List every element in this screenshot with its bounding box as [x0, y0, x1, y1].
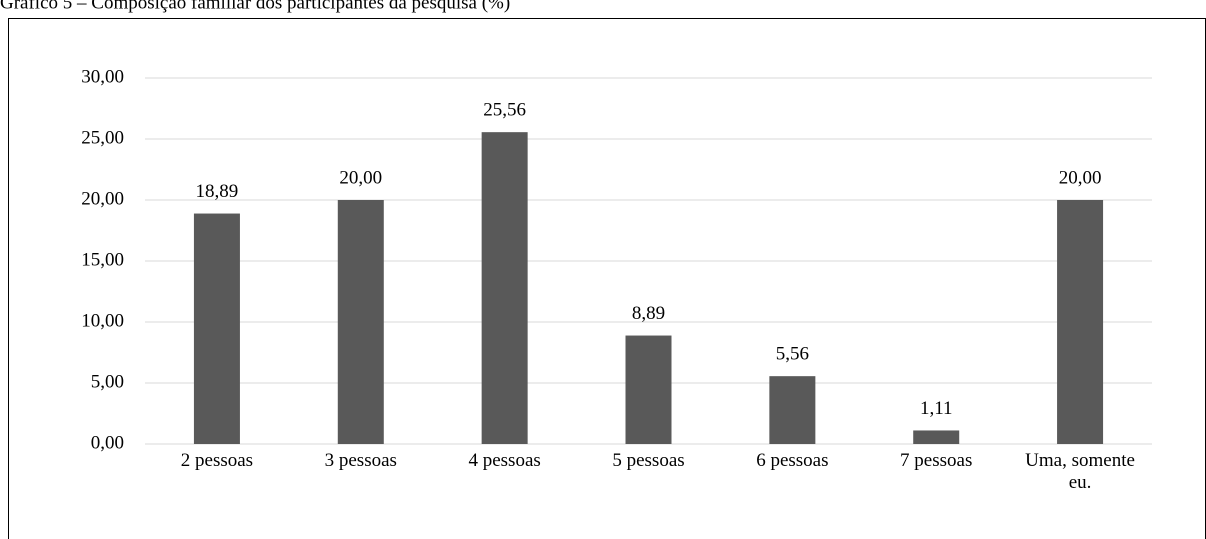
data-label: 8,89 [632, 303, 665, 324]
x-tick-label: 5 pessoas [612, 450, 685, 471]
y-tick-label: 20,00 [81, 188, 124, 209]
y-tick-label: 30,00 [81, 66, 124, 87]
data-label: 5,56 [776, 344, 809, 365]
data-label: 18,89 [196, 181, 239, 202]
x-tick-label: 2 pessoas [180, 450, 254, 471]
bar [625, 335, 672, 444]
x-tick-label: 7 pessoas [900, 450, 973, 471]
data-label: 1,11 [920, 398, 953, 419]
x-tick-label: 4 pessoas [468, 450, 541, 471]
x-tick-label: 3 pessoas [324, 450, 397, 471]
bar [337, 200, 384, 444]
x-tick-label: 6 pessoas [756, 450, 829, 471]
y-tick-label: 15,00 [81, 249, 124, 270]
data-label: 20,00 [339, 167, 382, 188]
y-tick-label: 25,00 [81, 127, 124, 148]
y-tick-label: 10,00 [81, 310, 124, 331]
x-tick-label: Uma, somente eu. [1025, 450, 1135, 493]
bar [1057, 200, 1104, 444]
chart-title: Gráfico 5 – Composição familiar dos part… [0, 0, 510, 13]
bar [769, 376, 816, 444]
bar [193, 213, 240, 444]
y-tick-label: 0,00 [91, 432, 124, 453]
data-label: 25,56 [483, 100, 526, 121]
bar [913, 430, 960, 444]
y-tick-label: 5,00 [91, 371, 124, 392]
bar [481, 132, 528, 444]
data-label: 20,00 [1059, 167, 1102, 188]
